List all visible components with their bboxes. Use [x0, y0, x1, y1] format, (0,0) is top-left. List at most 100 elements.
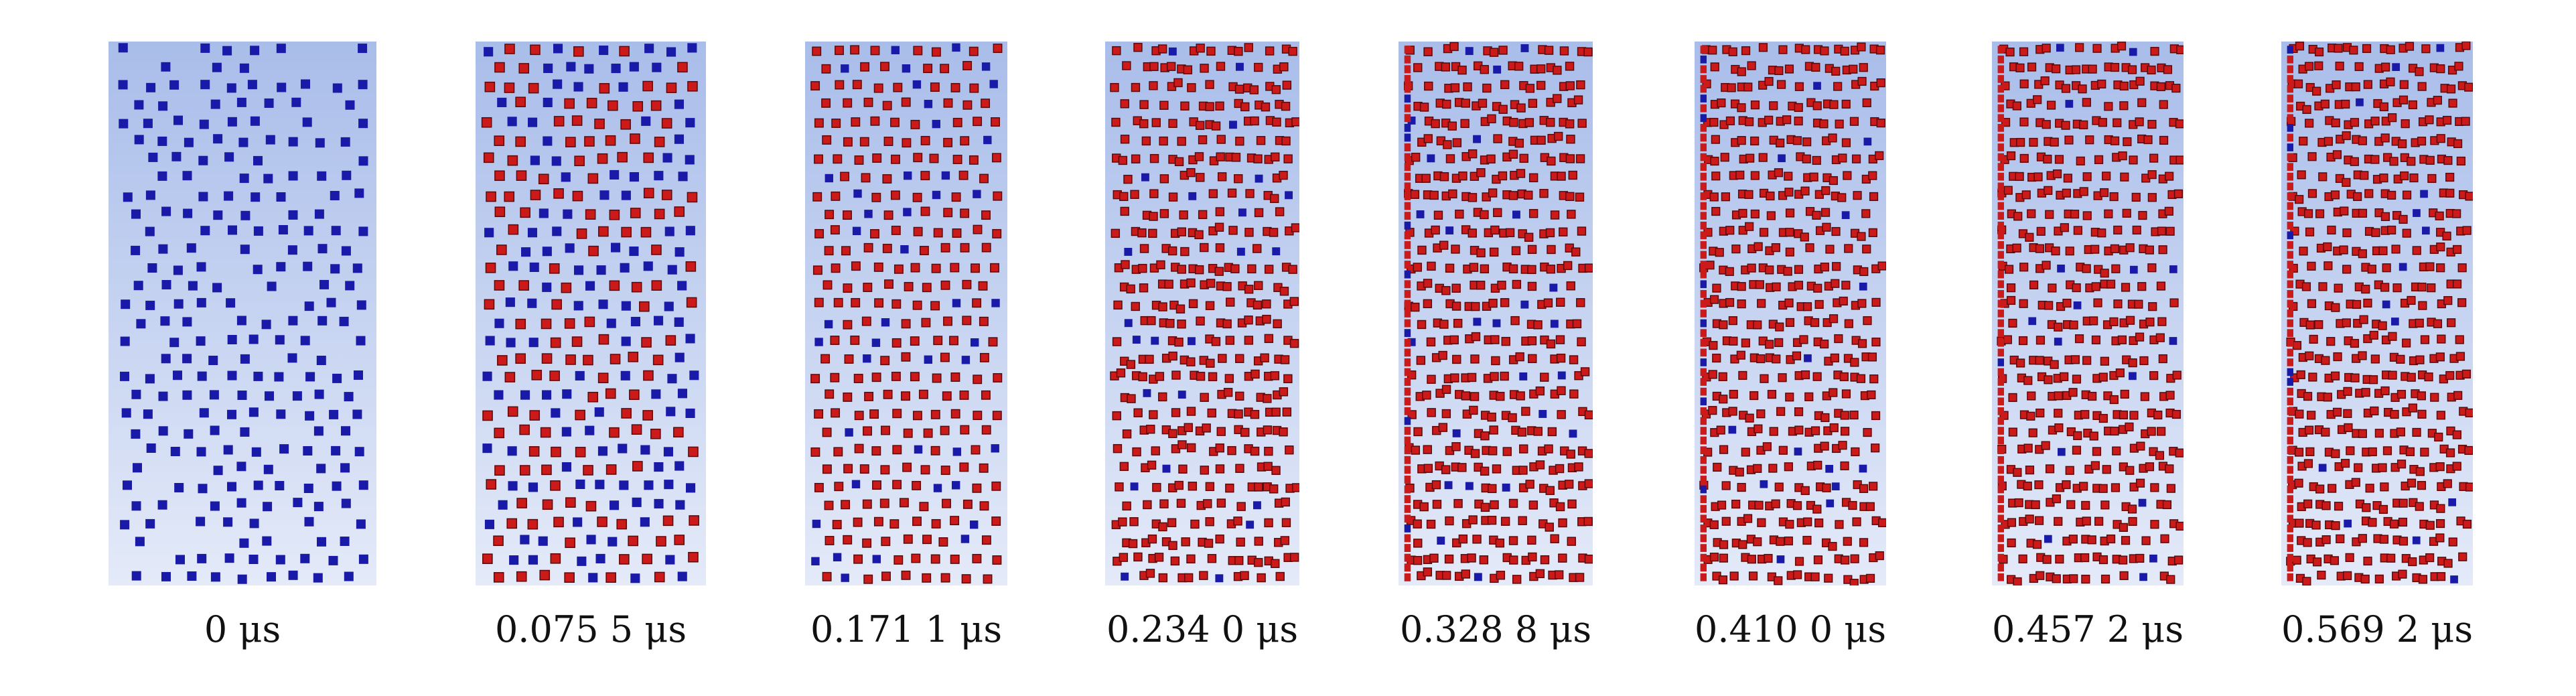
initial-particle: [210, 99, 220, 109]
initial-particle: [1520, 44, 1529, 52]
transformed-particle: [1720, 153, 1729, 162]
transformed-particle: [2453, 139, 2463, 149]
transformed-particle: [2001, 118, 2011, 127]
transformed-particle: [1244, 336, 1254, 345]
transformed-particle: [1196, 173, 1205, 182]
transformed-particle: [2457, 263, 2467, 273]
initial-particle: [236, 97, 246, 107]
transformed-particle: [2050, 137, 2059, 147]
transformed-particle: [891, 154, 900, 164]
transformed-particle: [1772, 354, 1781, 364]
snapshot-panel-0us: [109, 42, 376, 585]
initial-particle: [643, 261, 653, 271]
transformed-particle: [910, 119, 920, 129]
transformed-particle: [2379, 535, 2389, 544]
transformed-particle: [1820, 208, 1831, 217]
initial-particle: [227, 482, 236, 492]
initial-particle: [666, 47, 676, 57]
transformed-particle: [1700, 476, 1707, 484]
transformed-particle: [1472, 535, 1482, 544]
transformed-particle: [2153, 410, 2163, 420]
transformed-particle: [901, 352, 911, 362]
initial-particle: [249, 518, 259, 529]
transformed-particle: [1709, 295, 1719, 304]
initial-particle: [1728, 425, 1737, 434]
transformed-particle: [1431, 225, 1440, 235]
transformed-particle: [1404, 75, 1411, 83]
initial-particle: [542, 390, 552, 400]
transformed-particle: [1518, 516, 1527, 525]
transformed-particle: [1264, 334, 1274, 344]
initial-particle: [941, 171, 950, 180]
transformed-particle: [1741, 338, 1750, 348]
transformed-particle: [1461, 98, 1470, 108]
transformed-particle: [1157, 44, 1167, 54]
initial-particle: [619, 480, 629, 490]
transformed-particle: [1426, 337, 1436, 347]
transformed-particle: [1264, 265, 1274, 274]
initial-particle: [118, 80, 128, 90]
transformed-particle: [1834, 334, 1843, 344]
transformed-particle: [1115, 482, 1124, 492]
initial-particle: [248, 555, 259, 564]
transformed-particle: [1186, 407, 1196, 416]
initial-particle: [509, 555, 519, 565]
transformed-particle: [1493, 134, 1502, 143]
transformed-particle: [1427, 261, 1436, 271]
transformed-particle: [1495, 538, 1505, 548]
transformed-particle: [2415, 467, 2425, 476]
transformed-particle: [1272, 117, 1281, 127]
transformed-particle: [2399, 498, 2408, 508]
initial-particle: [971, 338, 979, 347]
transformed-particle: [2079, 187, 2088, 196]
transformed-particle: [1404, 338, 1411, 347]
initial-particle: [136, 319, 146, 329]
transformed-particle: [1476, 248, 1486, 258]
transformed-particle: [1833, 82, 1843, 91]
transformed-particle: [812, 46, 822, 56]
initial-particle: [912, 80, 922, 89]
transformed-particle: [1180, 247, 1190, 257]
transformed-particle: [561, 282, 572, 293]
transformed-particle: [494, 427, 505, 439]
initial-particle: [317, 171, 327, 181]
transformed-particle: [2150, 47, 2159, 56]
transformed-particle: [1700, 456, 1707, 464]
transformed-particle: [1271, 407, 1281, 417]
initial-particle: [527, 228, 537, 238]
transformed-particle: [1745, 153, 1755, 163]
transformed-particle: [1111, 228, 1121, 238]
initial-particle: [316, 356, 326, 365]
transformed-particle: [2006, 151, 2016, 161]
transformed-particle: [609, 427, 620, 438]
transformed-particle: [2042, 44, 2051, 53]
initial-particle: [1238, 208, 1246, 217]
transformed-particle: [1567, 210, 1576, 219]
transformed-particle: [1743, 514, 1753, 523]
initial-particle: [952, 299, 961, 307]
transformed-particle: [1512, 279, 1522, 289]
transformed-particle: [2400, 171, 2409, 181]
transformed-particle: [1500, 80, 1510, 90]
transformed-particle: [565, 137, 576, 147]
initial-particle: [924, 355, 932, 364]
transformed-particle: [1840, 46, 1849, 56]
transformed-particle: [863, 574, 873, 584]
transformed-particle: [841, 246, 851, 256]
transformed-particle: [824, 500, 834, 510]
transformed-particle: [639, 301, 650, 312]
initial-particle: [611, 242, 621, 253]
transformed-particle: [1700, 553, 1707, 562]
transformed-particle: [1404, 289, 1411, 298]
transformed-particle: [1745, 222, 1754, 231]
transformed-particle: [1774, 338, 1784, 348]
transformed-particle: [1792, 351, 1802, 360]
transformed-particle: [1480, 65, 1489, 74]
transformed-particle: [1559, 227, 1568, 236]
transformed-particle: [2287, 525, 2293, 533]
transformed-particle: [991, 153, 1001, 163]
transformed-particle: [1413, 539, 1423, 548]
transformed-particle: [1769, 101, 1778, 111]
transformed-particle: [1772, 282, 1781, 291]
initial-particle: [528, 117, 538, 127]
